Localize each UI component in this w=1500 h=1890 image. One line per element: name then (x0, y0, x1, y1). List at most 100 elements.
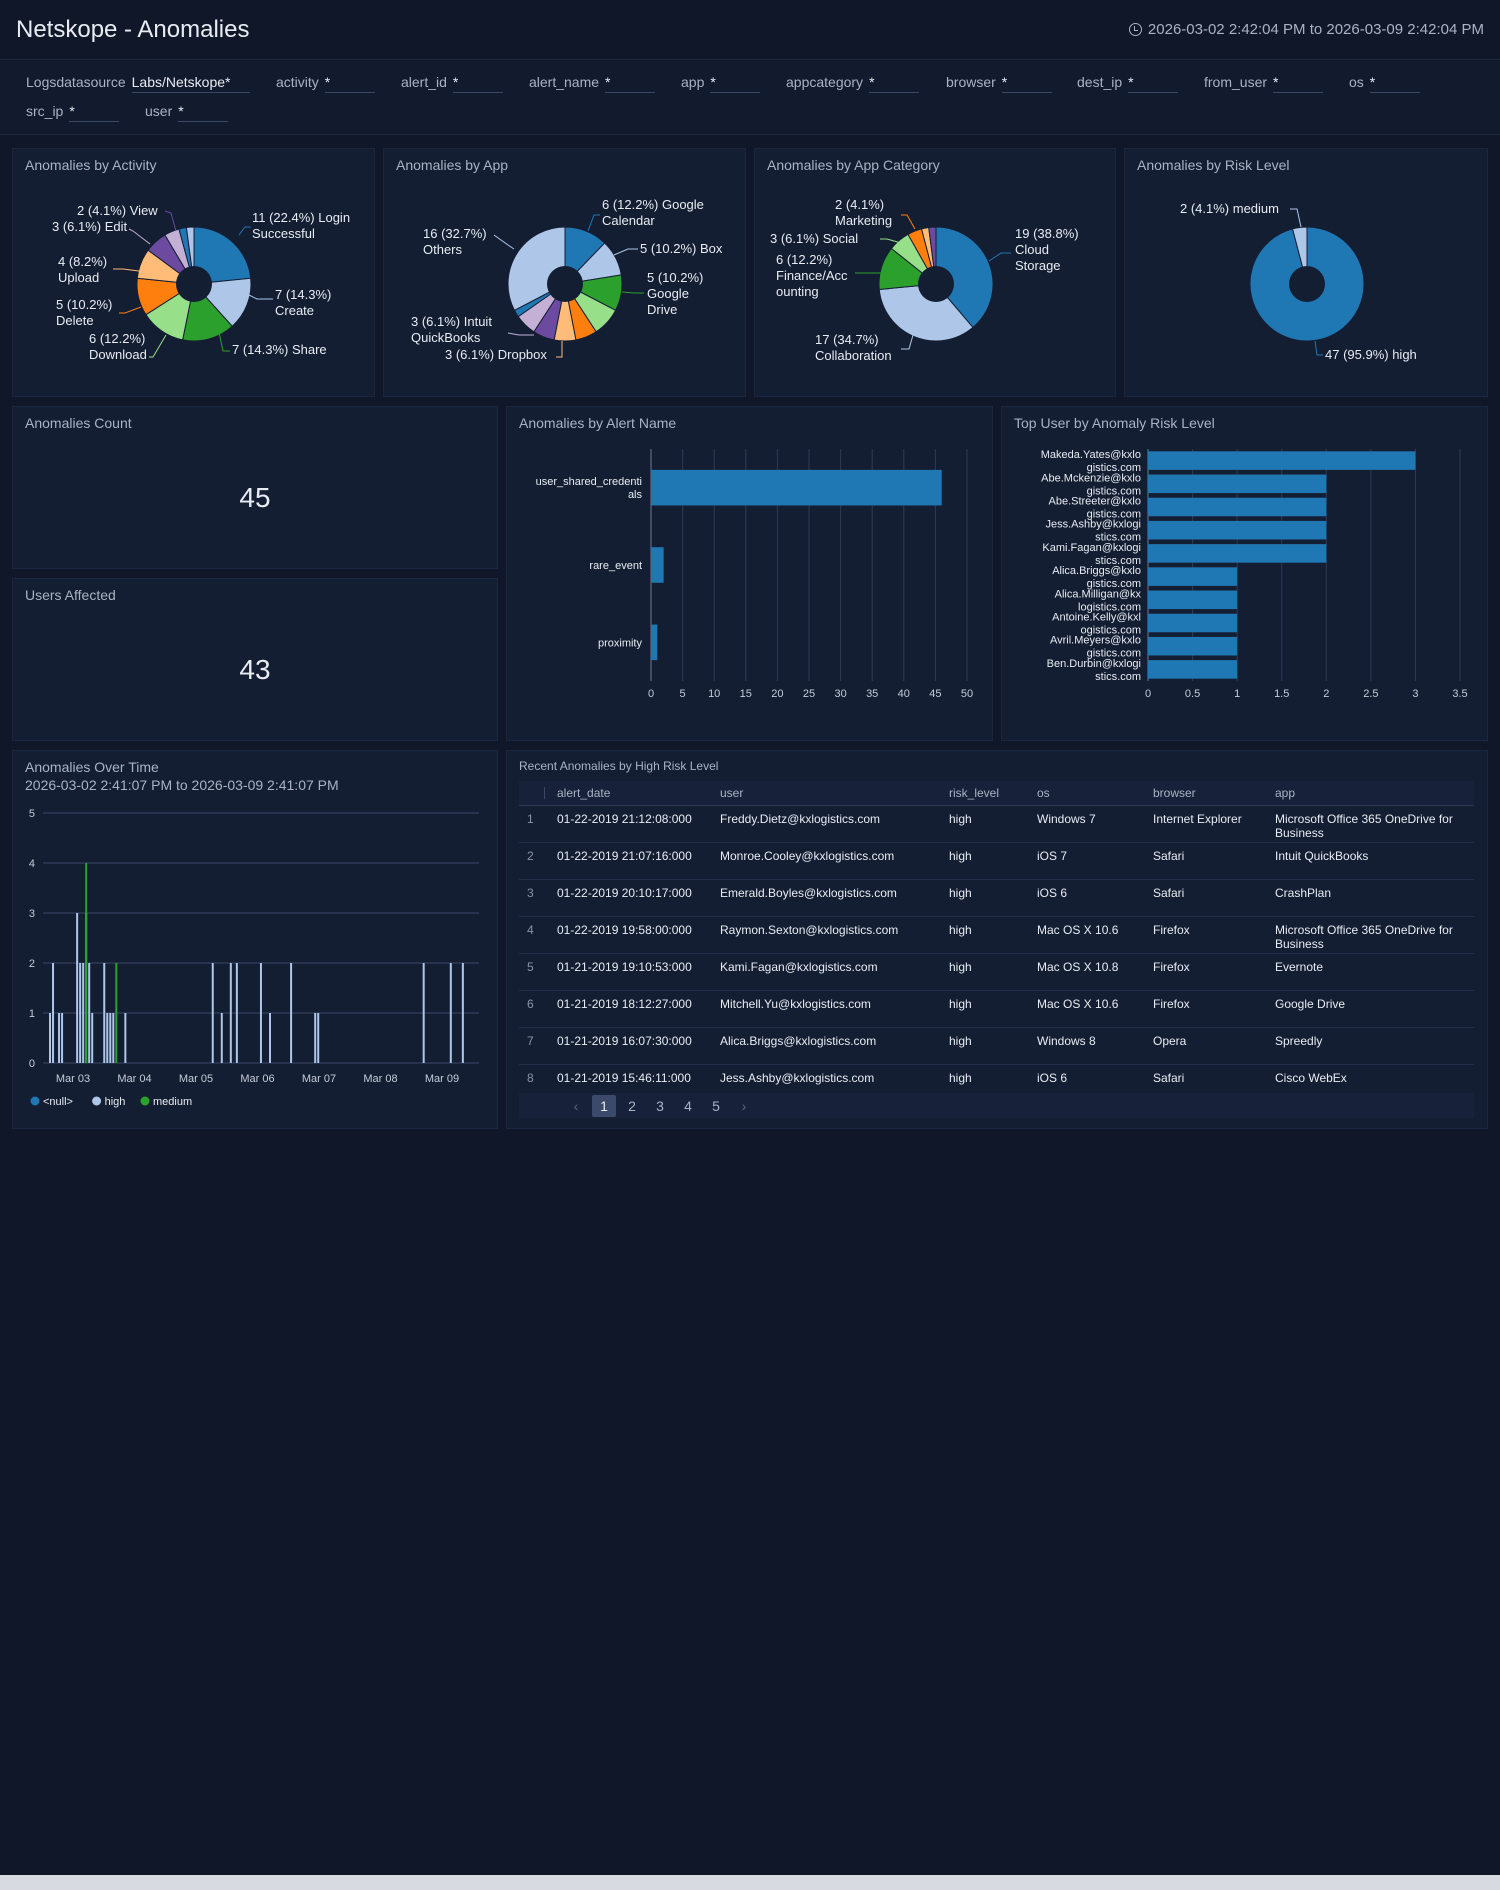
time-bar[interactable] (314, 1013, 317, 1063)
table-row[interactable]: 2 01-22-2019 21:07:16:000 Monroe.Cooley@kx… (519, 842, 1474, 880)
prev-page-button[interactable]: ‹ (573, 1097, 579, 1114)
filter-value[interactable]: * (869, 71, 920, 93)
table-row[interactable]: 5 01-21-2019 19:10:53:000 Kami.Fagan@kxlog… (519, 953, 1474, 991)
time-bar[interactable] (88, 963, 91, 1063)
bar[interactable] (1148, 636, 1238, 656)
filter-value[interactable]: * (1128, 71, 1179, 93)
time-bar[interactable] (52, 963, 55, 1063)
time-bar[interactable] (106, 1013, 109, 1063)
filter-appcategory[interactable]: appcategory * (786, 71, 920, 93)
slice-label: Collaboration (815, 348, 892, 363)
filter-value[interactable]: * (69, 100, 120, 122)
time-bar[interactable] (103, 963, 106, 1063)
slice-label: 7 (14.3%) (275, 287, 331, 302)
y-tick-label: 4 (29, 858, 35, 870)
time-bar[interactable] (461, 963, 464, 1063)
time-bar[interactable] (112, 1013, 115, 1063)
time-bar[interactable] (235, 963, 238, 1063)
page-5-button[interactable]: 5 (712, 1097, 720, 1114)
filter-alert-name[interactable]: alert_name * (529, 71, 656, 93)
filter-value[interactable]: * (1369, 71, 1420, 93)
pie-slice[interactable] (878, 283, 974, 342)
bar[interactable] (651, 547, 664, 583)
filter-app[interactable]: app * (681, 71, 761, 93)
time-bar[interactable] (290, 963, 293, 1063)
filter-user[interactable]: user * (145, 100, 229, 122)
filter-value[interactable]: * (324, 71, 375, 93)
column-header-alert-date[interactable]: alert_date (545, 781, 708, 806)
pie-slice[interactable] (193, 226, 252, 285)
column-header-user[interactable]: user (708, 781, 937, 806)
next-page-button[interactable]: › (741, 1097, 747, 1114)
filter-value[interactable]: * (1273, 71, 1324, 93)
filter-value[interactable]: Labs/Netskope* (131, 71, 250, 93)
bar[interactable] (1148, 520, 1327, 540)
filter-dest-ip[interactable]: dest_ip * (1077, 71, 1179, 93)
bar[interactable] (1148, 497, 1327, 517)
time-bar[interactable] (109, 1013, 112, 1063)
cell-app: Google Drive (1263, 990, 1474, 1028)
time-bar[interactable] (79, 963, 82, 1063)
filter-browser[interactable]: browser * (946, 71, 1052, 93)
filter-value[interactable]: * (605, 71, 656, 93)
filter-from-user[interactable]: from_user * (1204, 71, 1324, 93)
time-bar[interactable] (422, 963, 425, 1063)
filter-value[interactable]: * (452, 71, 503, 93)
pie-slice[interactable] (935, 226, 994, 329)
table-row[interactable]: 7 01-21-2019 16:07:30:000 Alica.Briggs@kxl… (519, 1027, 1474, 1065)
time-bar[interactable] (82, 963, 85, 1063)
slice-label: Create (275, 303, 314, 318)
time-bar[interactable] (58, 1013, 61, 1063)
table-row[interactable]: 4 01-22-2019 19:58:00:000 Raymon.Sexton@kx… (519, 916, 1474, 954)
time-bar[interactable] (211, 963, 214, 1063)
panel-anomalies-by-risk-level: Anomalies by Risk Level 2 (4.1%) medium … (1124, 148, 1488, 397)
time-bar[interactable] (220, 1013, 223, 1063)
table-row[interactable]: 6 01-21-2019 18:12:27:000 Mitchell.Yu@kxlo… (519, 990, 1474, 1028)
bar[interactable] (1148, 660, 1238, 679)
time-bar[interactable] (85, 863, 88, 1063)
bar[interactable] (1148, 451, 1416, 470)
time-bar[interactable] (91, 1013, 94, 1063)
page-1-button[interactable]: 1 (592, 1094, 616, 1117)
time-bar[interactable] (317, 1013, 320, 1063)
time-bar[interactable] (229, 963, 232, 1063)
filter-logsdatasource[interactable]: Logsdatasource Labs/Netskope* (26, 71, 250, 93)
column-header-browser[interactable]: browser (1141, 781, 1263, 806)
bar[interactable] (1148, 544, 1327, 563)
page-4-button[interactable]: 4 (684, 1097, 692, 1114)
page-2-button[interactable]: 2 (628, 1097, 636, 1114)
time-bar[interactable] (268, 1013, 271, 1063)
filter-alert-id[interactable]: alert_id * (401, 71, 503, 93)
slice-label: 6 (12.2%) (89, 331, 145, 346)
table-row[interactable]: 1 01-22-2019 21:12:08:000 Freddy.Dietz@kxl… (519, 805, 1474, 843)
legend-swatch (92, 1096, 102, 1106)
pie-leaders (493, 214, 644, 358)
filter-value[interactable]: * (710, 71, 761, 93)
page-3-button[interactable]: 3 (656, 1097, 664, 1114)
time-bar[interactable] (61, 1013, 64, 1063)
time-bar[interactable] (76, 913, 79, 1063)
pie-app-chart: 6 (12.2%) Google Calendar 5 (10.2%) Box … (411, 197, 723, 362)
bar[interactable] (1148, 567, 1238, 586)
time-bar[interactable] (115, 963, 118, 1063)
filter-os[interactable]: os * (1349, 71, 1420, 93)
filter-value[interactable]: * (1001, 71, 1052, 93)
time-bar[interactable] (49, 1013, 52, 1063)
bar[interactable] (651, 624, 658, 661)
column-header-os[interactable]: os (1025, 781, 1141, 806)
bar[interactable] (651, 469, 942, 506)
filter-value[interactable]: * (178, 100, 229, 122)
bar[interactable] (1148, 613, 1238, 633)
bar[interactable] (1148, 474, 1327, 494)
column-header-app[interactable]: app (1263, 781, 1474, 806)
column-header-risk-level[interactable]: risk_level (937, 781, 1025, 806)
bar[interactable] (1148, 590, 1238, 610)
filter-src-ip[interactable]: src_ip * (26, 100, 120, 122)
time-range-picker[interactable]: 2026-03-02 2:42:04 PM to 2026-03-09 2:42… (1128, 21, 1484, 38)
time-bar[interactable] (124, 1013, 127, 1063)
time-bar[interactable] (449, 963, 452, 1063)
filter-activity[interactable]: activity * (276, 71, 375, 93)
table-row[interactable]: 3 01-22-2019 20:10:17:000 Emerald.Boyles@k… (519, 879, 1474, 917)
cell-browser: Safari (1141, 879, 1263, 917)
time-bar[interactable] (259, 963, 262, 1063)
